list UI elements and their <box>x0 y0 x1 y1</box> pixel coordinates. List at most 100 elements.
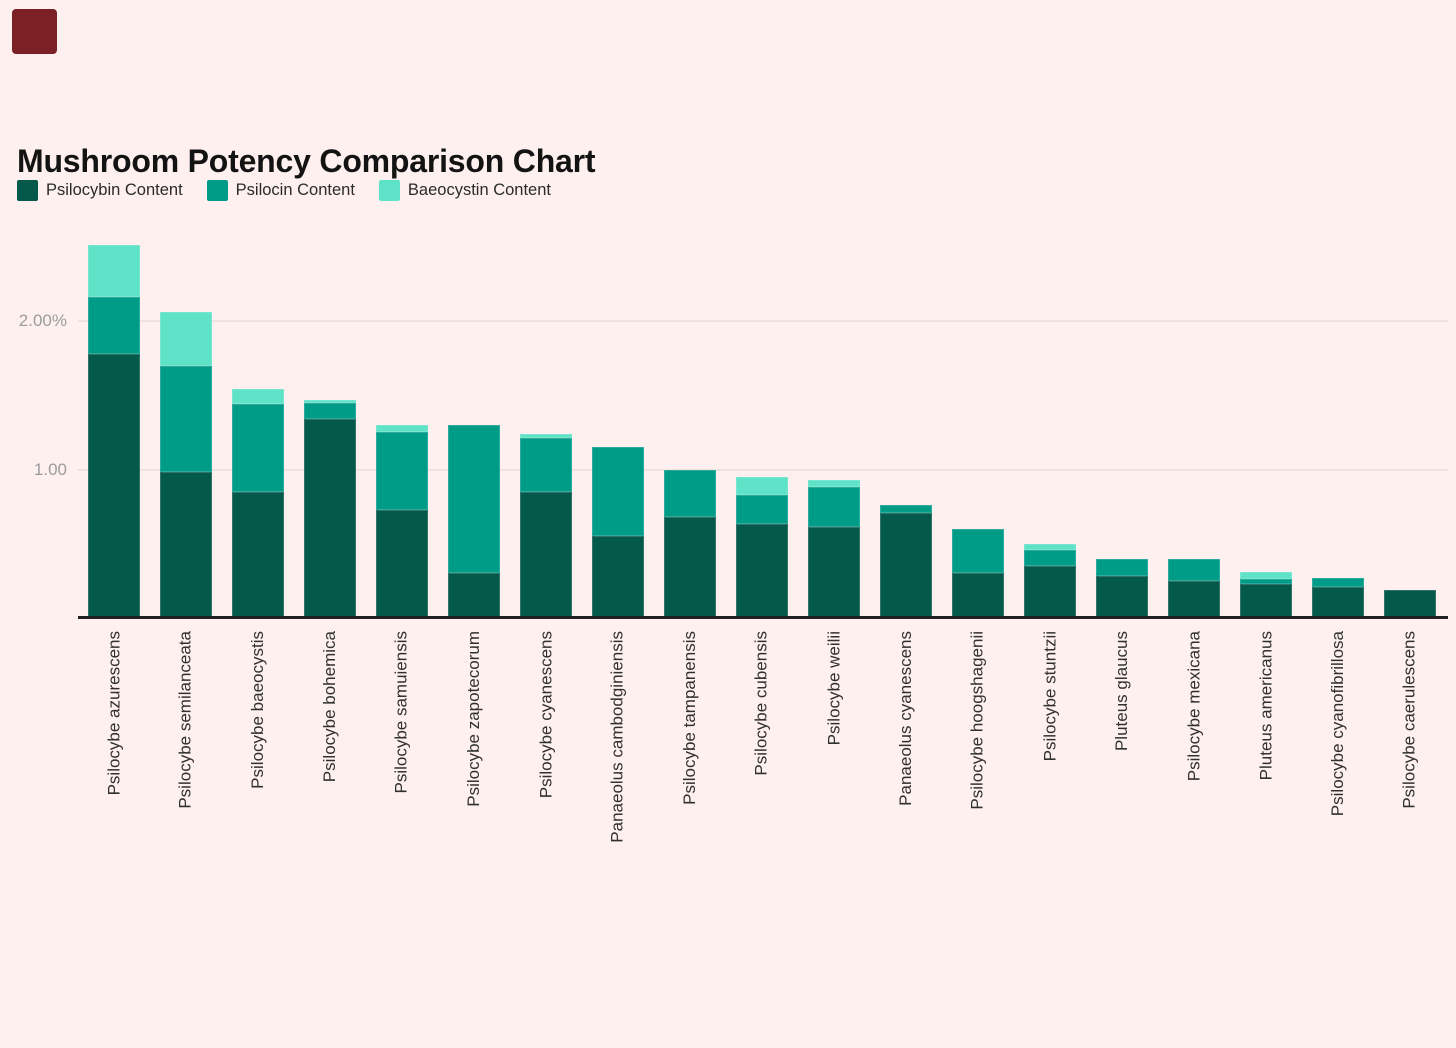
bar-segment <box>664 469 716 518</box>
bar-segment <box>160 312 212 366</box>
bar-segment <box>1240 583 1292 618</box>
legend-item-psilocybin-content[interactable]: Psilocybin Content <box>17 180 183 201</box>
bar-psilocybe-caerulescens <box>1384 589 1436 618</box>
bar-segment <box>808 479 860 488</box>
bar-psilocybe-mexicana <box>1168 558 1220 618</box>
x-axis-label: Psilocybe hoogshagenii <box>968 631 987 810</box>
bar-segment <box>1312 577 1364 587</box>
bar-segment <box>1240 571 1292 580</box>
bar-segment <box>952 528 1004 574</box>
bar-psilocybe-tampanensis <box>664 469 716 618</box>
bar-segment <box>736 476 788 495</box>
bar-segment <box>736 494 788 525</box>
bar-segment <box>232 389 284 405</box>
bar-segment <box>520 433 572 439</box>
chart-title: Mushroom Potency Comparison Chart <box>17 143 596 180</box>
legend-swatch-icon <box>17 180 38 201</box>
corner-badge <box>12 9 57 54</box>
y-axis-tick-label: 1.00 <box>33 460 67 479</box>
bar-segment <box>160 472 212 618</box>
bar-segment <box>664 517 716 618</box>
x-axis-label: Psilocybe weilii <box>824 631 843 746</box>
bar-segment <box>448 573 500 618</box>
bar-segment <box>1168 558 1220 581</box>
bar-segment <box>880 505 932 513</box>
bar-segment <box>304 399 356 403</box>
bar-segment <box>808 487 860 528</box>
bar-segment <box>232 491 284 618</box>
bar-segment <box>1240 579 1292 584</box>
bar-psilocybe-cubensis <box>736 476 788 618</box>
bar-segment <box>232 404 284 492</box>
x-axis-label: Psilocybe bohemica <box>320 631 339 783</box>
bar-segment <box>376 424 428 433</box>
bar-segment <box>160 365 212 473</box>
bar-segment <box>808 527 860 618</box>
x-axis-label: Psilocybe stuntzii <box>1040 631 1059 762</box>
bar-psilocybe-baeocystis <box>232 389 284 618</box>
bar-segment <box>88 297 140 354</box>
x-axis-label: Pluteus glaucus <box>1112 631 1131 752</box>
bar-psilocybe-azurescens <box>88 245 140 618</box>
x-axis-label: Psilocybe samuiensis <box>392 631 411 794</box>
x-axis-label: Psilocybe cyanofibrillosa <box>1328 631 1347 817</box>
legend-swatch-icon <box>206 180 228 201</box>
bar-segment <box>376 509 428 618</box>
bar-segment <box>304 402 356 420</box>
bar-segment <box>592 447 644 537</box>
legend: Psilocybin Content Psilocin Content Baeocy… <box>17 180 551 201</box>
legend-swatch-icon <box>378 180 400 201</box>
bar-segment <box>1024 549 1076 567</box>
legend-label: Psilocybin Content <box>46 181 183 199</box>
bar-segment <box>736 524 788 618</box>
bar-panaeolus-cyanescens <box>880 505 932 618</box>
legend-item-baeocystin-content[interactable]: Baeocystin Content <box>378 180 551 201</box>
bar-panaeolus-cambodginiensis <box>592 447 644 618</box>
x-axis-label: Panaeolus cambodginiensis <box>608 631 627 843</box>
x-axis-label: Psilocybe cyanescens <box>536 631 555 799</box>
bar-segment <box>88 353 140 618</box>
bar-segment <box>1312 586 1364 618</box>
bar-psilocybe-stuntzii <box>1024 543 1076 618</box>
bar-psilocybe-semilanceata <box>160 312 212 618</box>
x-axis-label: Psilocybe semilanceata <box>176 631 195 809</box>
gridline <box>78 469 1448 471</box>
gridline <box>78 320 1448 322</box>
bar-segment <box>1024 566 1076 618</box>
x-axis-label: Psilocybe mexicana <box>1184 631 1203 782</box>
x-axis-label: Psilocybe zapotecorum <box>464 631 483 807</box>
x-axis-label: Panaeolus cyanescens <box>896 631 915 806</box>
bar-segment <box>1024 543 1076 550</box>
bar-psilocybe-hoogshagenii <box>952 528 1004 618</box>
bar-segment <box>952 573 1004 618</box>
legend-item-psilocin-content[interactable]: Psilocin Content <box>206 180 355 201</box>
bar-psilocybe-weilii <box>808 479 860 618</box>
bar-psilocybe-cyanofibrillosa <box>1312 577 1364 618</box>
x-axis-label: Pluteus americanus <box>1256 631 1275 781</box>
bar-segment <box>376 432 428 510</box>
bar-psilocybe-zapotecorum <box>448 424 500 618</box>
legend-label: Psilocin Content <box>235 181 355 199</box>
bar-psilocybe-cyanescens <box>520 433 572 618</box>
x-axis-label: Psilocybe caerulescens <box>1400 631 1419 809</box>
x-axis-line <box>78 616 1448 619</box>
bar-psilocybe-samuiensis <box>376 424 428 618</box>
bar-segment <box>304 419 356 618</box>
bar-segment <box>1096 576 1148 618</box>
bar-segment <box>1096 558 1148 577</box>
bar-segment <box>448 424 500 574</box>
x-axis-label: Psilocybe tampanensis <box>680 631 699 805</box>
x-axis-label: Psilocybe baeocystis <box>248 631 267 789</box>
bar-segment <box>880 512 932 618</box>
bar-pluteus-glaucus <box>1096 558 1148 618</box>
bar-segment <box>1168 580 1220 618</box>
legend-label: Baeocystin Content <box>407 181 551 199</box>
bar-segment <box>592 536 644 618</box>
bar-pluteus-americanus <box>1240 571 1292 618</box>
x-axis-label: Psilocybe cubensis <box>752 631 771 776</box>
y-axis-tick-label: 2.00% <box>18 311 67 330</box>
bar-segment <box>88 245 140 298</box>
bar-psilocybe-bohemica <box>304 399 356 618</box>
bar-segment <box>1384 589 1436 618</box>
